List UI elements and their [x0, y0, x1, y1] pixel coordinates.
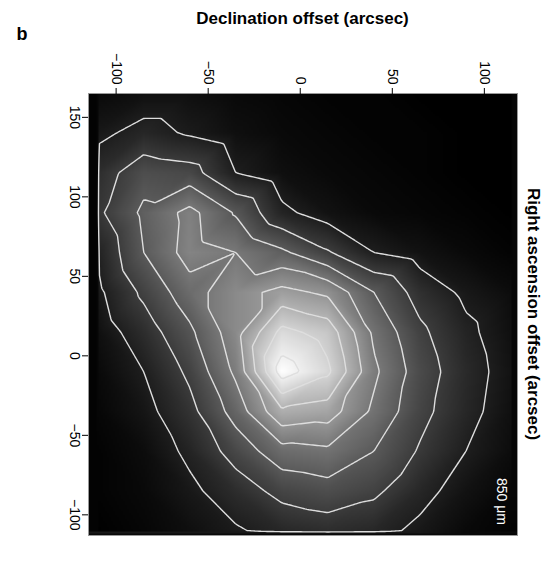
svg-text:b: b — [17, 24, 28, 44]
svg-text:50: 50 — [385, 69, 401, 85]
svg-text:−100: −100 — [67, 499, 83, 531]
svg-text:−100: −100 — [109, 53, 125, 85]
svg-text:−50: −50 — [67, 423, 83, 447]
svg-text:850 μm: 850 μm — [494, 478, 510, 525]
svg-text:Declination offset (arcsec): Declination offset (arcsec) — [196, 9, 409, 28]
svg-text:100: 100 — [67, 185, 83, 209]
svg-text:0: 0 — [67, 352, 83, 360]
svg-text:50: 50 — [67, 269, 83, 285]
svg-text:150: 150 — [67, 106, 83, 130]
svg-text:−50: −50 — [201, 61, 217, 85]
svg-text:Right ascension offset (arcsec: Right ascension offset (arcsec) — [524, 188, 543, 440]
svg-text:0: 0 — [293, 77, 309, 85]
svg-text:100: 100 — [477, 61, 493, 85]
